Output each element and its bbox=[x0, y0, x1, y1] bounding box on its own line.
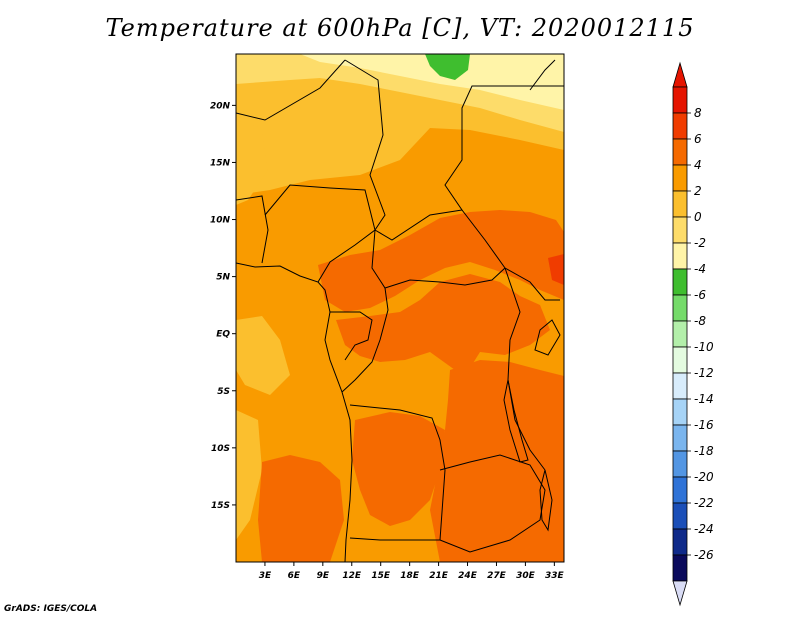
y-tick-label: 15S bbox=[211, 501, 230, 511]
colorbar-swatch bbox=[672, 502, 688, 530]
field-contour-zero-coast bbox=[236, 316, 290, 395]
border-car bbox=[371, 209, 506, 289]
map-frame bbox=[235, 53, 565, 563]
border-nigeria bbox=[264, 184, 376, 283]
border-north-1 bbox=[236, 59, 346, 121]
colorbar-swatch bbox=[672, 190, 688, 218]
temperature-field bbox=[236, 54, 564, 562]
field-contour-minus6-north bbox=[425, 54, 470, 80]
colorbar-label: 0 bbox=[694, 210, 702, 224]
border-lake-east bbox=[534, 319, 561, 356]
colorbar-swatch bbox=[672, 242, 688, 270]
colorbar-label: -4 bbox=[694, 262, 706, 276]
map-title: Temperature at 600hPa [C], VT: 202001211… bbox=[105, 14, 695, 42]
x-tick-label: 3E bbox=[259, 571, 272, 581]
colorbar-swatch bbox=[672, 476, 688, 504]
colorbar-swatch bbox=[672, 112, 688, 140]
x-tick-label: 12E bbox=[342, 571, 362, 581]
colorbar-label: -8 bbox=[694, 314, 706, 328]
colorbar-swatch bbox=[672, 294, 688, 322]
field-contour-4-east bbox=[430, 360, 564, 562]
colorbar-label: -24 bbox=[694, 522, 714, 536]
field-contour-4-congo bbox=[336, 274, 550, 370]
colorbar-swatch bbox=[672, 138, 688, 166]
colorbar-swatch bbox=[672, 216, 688, 244]
colorbar-swatch bbox=[672, 320, 688, 348]
colorbar-label: -16 bbox=[694, 418, 714, 432]
y-tick-label: 20N bbox=[210, 101, 231, 111]
y-axis: 20N 15N 10N 5N EQ 5S 10S 15S bbox=[210, 101, 236, 511]
colorbar-label: 2 bbox=[694, 184, 702, 198]
field-contour-4-central bbox=[318, 210, 564, 312]
field-contour-zero-sw bbox=[236, 410, 262, 540]
field-contour-zero-west bbox=[236, 120, 268, 205]
colorbar-label: -12 bbox=[694, 366, 714, 380]
colorbar-label: -18 bbox=[694, 444, 714, 458]
x-tick-label: 24E bbox=[458, 571, 478, 581]
field-contour-4-south-central bbox=[352, 412, 445, 526]
colorbar-label: -22 bbox=[694, 496, 714, 510]
y-tick-label: 5S bbox=[217, 387, 230, 397]
x-tick-label: 27E bbox=[487, 571, 507, 581]
field-contour-4-southwest bbox=[258, 455, 344, 562]
border-west-coast bbox=[236, 262, 353, 562]
colorbar: 8 6 4 2 0 -2 -4 -6 -8 -10 -12 -14 -16 -18 -20 -22 -24 -26 bbox=[672, 61, 714, 607]
border-lake-malawi bbox=[539, 469, 553, 532]
border-red-sea bbox=[529, 59, 556, 91]
border-zambia bbox=[439, 454, 546, 553]
colorbar-swatch bbox=[672, 86, 688, 114]
border-south-sudan bbox=[504, 267, 560, 301]
x-tick-label: 30E bbox=[516, 571, 536, 581]
y-tick-label: 10N bbox=[210, 216, 231, 226]
x-tick-label: 9E bbox=[317, 571, 330, 581]
colorbar-swatch bbox=[672, 346, 688, 374]
colorbar-arrow-bottom bbox=[672, 580, 688, 607]
field-contour-minus4-north bbox=[300, 54, 564, 110]
x-tick-label: 21E bbox=[429, 571, 449, 581]
colorbar-label: -26 bbox=[694, 548, 714, 562]
colorbar-swatch bbox=[672, 164, 688, 192]
colorbar-swatch bbox=[672, 268, 688, 296]
border-west-inland bbox=[236, 195, 269, 264]
field-contour-6-ne bbox=[548, 254, 564, 285]
colorbar-arrow-top bbox=[672, 61, 688, 88]
y-tick-label: 10S bbox=[211, 444, 230, 454]
colorbar-swatch bbox=[672, 450, 688, 478]
border-angola bbox=[349, 404, 446, 541]
colorbar-label: -6 bbox=[694, 288, 706, 302]
x-tick-label: 18E bbox=[400, 571, 420, 581]
colorbar-label: -2 bbox=[694, 236, 706, 250]
x-axis: 3E 6E 9E 12E 15E 18E 21E 24E 27E 30E 33E bbox=[259, 562, 565, 581]
colorbar-swatch bbox=[672, 528, 688, 556]
border-lake-tanganyika bbox=[503, 379, 529, 463]
colorbar-swatch bbox=[672, 554, 688, 582]
colorbar-swatch bbox=[672, 424, 688, 452]
colorbar-label: -14 bbox=[694, 392, 714, 406]
colorbar-label: 4 bbox=[694, 158, 702, 172]
colorbar-swatch bbox=[672, 398, 688, 426]
border-cameroon-gabon bbox=[330, 311, 373, 361]
colorbar-label: 8 bbox=[694, 106, 702, 120]
y-tick-label: EQ bbox=[216, 330, 230, 340]
y-tick-label: 15N bbox=[210, 158, 231, 168]
border-congo bbox=[341, 287, 389, 393]
x-tick-label: 15E bbox=[371, 571, 391, 581]
colorbar-label: 6 bbox=[694, 132, 702, 146]
colorbar-label: -20 bbox=[694, 470, 714, 484]
country-borders bbox=[236, 59, 564, 562]
colorbar-swatch bbox=[672, 372, 688, 400]
colorbar-label: -10 bbox=[694, 340, 714, 354]
grads-credit: GrADS: IGES/COLA bbox=[4, 604, 98, 614]
x-tick-label: 6E bbox=[288, 571, 301, 581]
y-tick-label: 5N bbox=[216, 273, 230, 283]
x-tick-label: 33E bbox=[545, 571, 565, 581]
